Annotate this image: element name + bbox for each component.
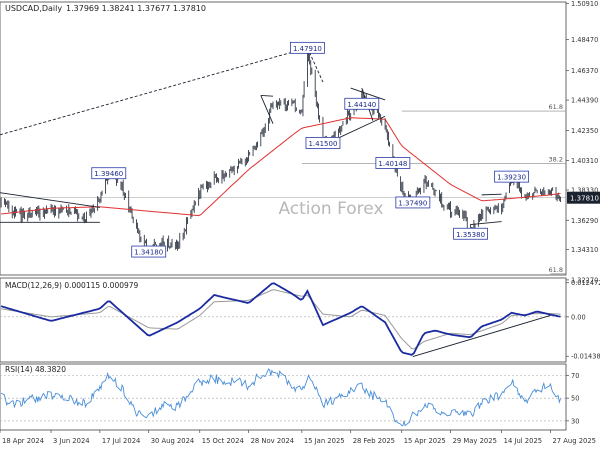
- rsi-tick-label: 70: [571, 372, 579, 380]
- macd-title: MACD(12,26,9) 0.000115 0.000979: [5, 281, 139, 290]
- rsi-line: [0, 368, 561, 427]
- price-annotation-label: 1.37490: [398, 199, 427, 207]
- date-tick-label: 18 Apr 2024: [2, 437, 44, 445]
- trendline: [0, 47, 308, 136]
- fib-level-label: 61.8: [549, 103, 563, 111]
- date-tick-label: 14 Jul 2025: [504, 437, 542, 445]
- price-tick-label: 1.34310: [571, 246, 598, 254]
- trendline: [0, 192, 100, 208]
- price-annotation-label: 1.34180: [134, 249, 163, 257]
- price-tick-label: 1.38330: [571, 186, 598, 194]
- price-tick-label: 1.50910: [571, 0, 598, 8]
- date-tick-label: 29 May 2025: [453, 437, 497, 445]
- macd-tick-label: 0.00: [571, 313, 586, 321]
- current-price-tag: [567, 191, 600, 204]
- price-annotation-box: [453, 227, 488, 240]
- trendline: [350, 87, 386, 101]
- watermark: Action Forex: [278, 199, 383, 219]
- price-annotation-box: [290, 41, 325, 54]
- current-price-tag-label: 1.37810: [570, 195, 599, 203]
- price-annotation-box: [91, 167, 127, 180]
- fib-level-label: 61.8: [549, 266, 563, 274]
- date-tick-label: 15 Apr 2025: [404, 437, 446, 445]
- price-tick-label: 1.48470: [571, 36, 598, 44]
- chart-title: USDCAD,Daily: [5, 4, 62, 13]
- macd-trendline: [412, 315, 551, 357]
- rsi-tick-label: 30: [571, 417, 579, 425]
- macd-tick-label: -0.014389: [571, 353, 600, 361]
- price-tick-label: 1.44390: [571, 97, 598, 105]
- price-annotation-box: [375, 157, 411, 169]
- trendline: [481, 193, 502, 196]
- price-annotation-box: [395, 196, 431, 209]
- ohlc-readout: 1.37969 1.38241 1.37677 1.37810: [66, 4, 206, 13]
- price-annotation-box: [494, 170, 530, 183]
- trendline: [470, 221, 502, 226]
- price-annotation-label: 1.39460: [94, 170, 123, 178]
- price-tick-label: 1.36290: [571, 217, 598, 225]
- date-tick-label: 17 Jul 2024: [102, 437, 140, 445]
- price-annotation-box: [131, 245, 167, 258]
- macd-panel-frame: [0, 277, 567, 363]
- price-annotation-label: 1.44140: [347, 101, 376, 109]
- trendline: [260, 95, 274, 97]
- price-annotation-box: [344, 97, 380, 110]
- date-tick-label: 28 Nov 2024: [251, 437, 295, 445]
- price-tick-label: 1.32270: [571, 276, 598, 284]
- trendline: [260, 95, 274, 124]
- price-annotation-label: 1.41500: [308, 140, 337, 148]
- rsi-panel-frame: [0, 363, 567, 431]
- date-tick-label: 15 Jan 2025: [304, 437, 345, 445]
- price-annotation-label: 1.40148: [378, 160, 407, 168]
- price-annotation-label: 1.35380: [456, 231, 485, 239]
- date-tick-label: 15 Oct 2024: [202, 437, 244, 445]
- price-tick-label: 1.40310: [571, 157, 598, 165]
- price-annotation-label: 1.47910: [293, 45, 322, 53]
- price-tick-label: 1.42350: [571, 127, 598, 135]
- date-tick-label: 30 Aug 2024: [151, 437, 195, 445]
- fib-level-label: 38.2: [549, 155, 563, 163]
- macd-tick-label: 0.012472: [571, 279, 600, 287]
- macd-signal-line: [1, 289, 561, 350]
- macd-line: [0, 282, 561, 356]
- price-tick-label: 1.46370: [571, 67, 598, 75]
- date-tick-label: 27 Aug 2025: [552, 437, 596, 445]
- price-annotation-label: 1.39230: [497, 174, 526, 182]
- price-panel-frame: [0, 1, 567, 276]
- date-tick-label: 3 Jun 2024: [53, 437, 90, 445]
- date-tick-label: 28 Feb 2025: [353, 437, 395, 445]
- rsi-tick-label: 50: [571, 395, 579, 403]
- price-annotation-box: [305, 137, 341, 149]
- rsi-title: RSI(14) 48.3820: [5, 365, 66, 374]
